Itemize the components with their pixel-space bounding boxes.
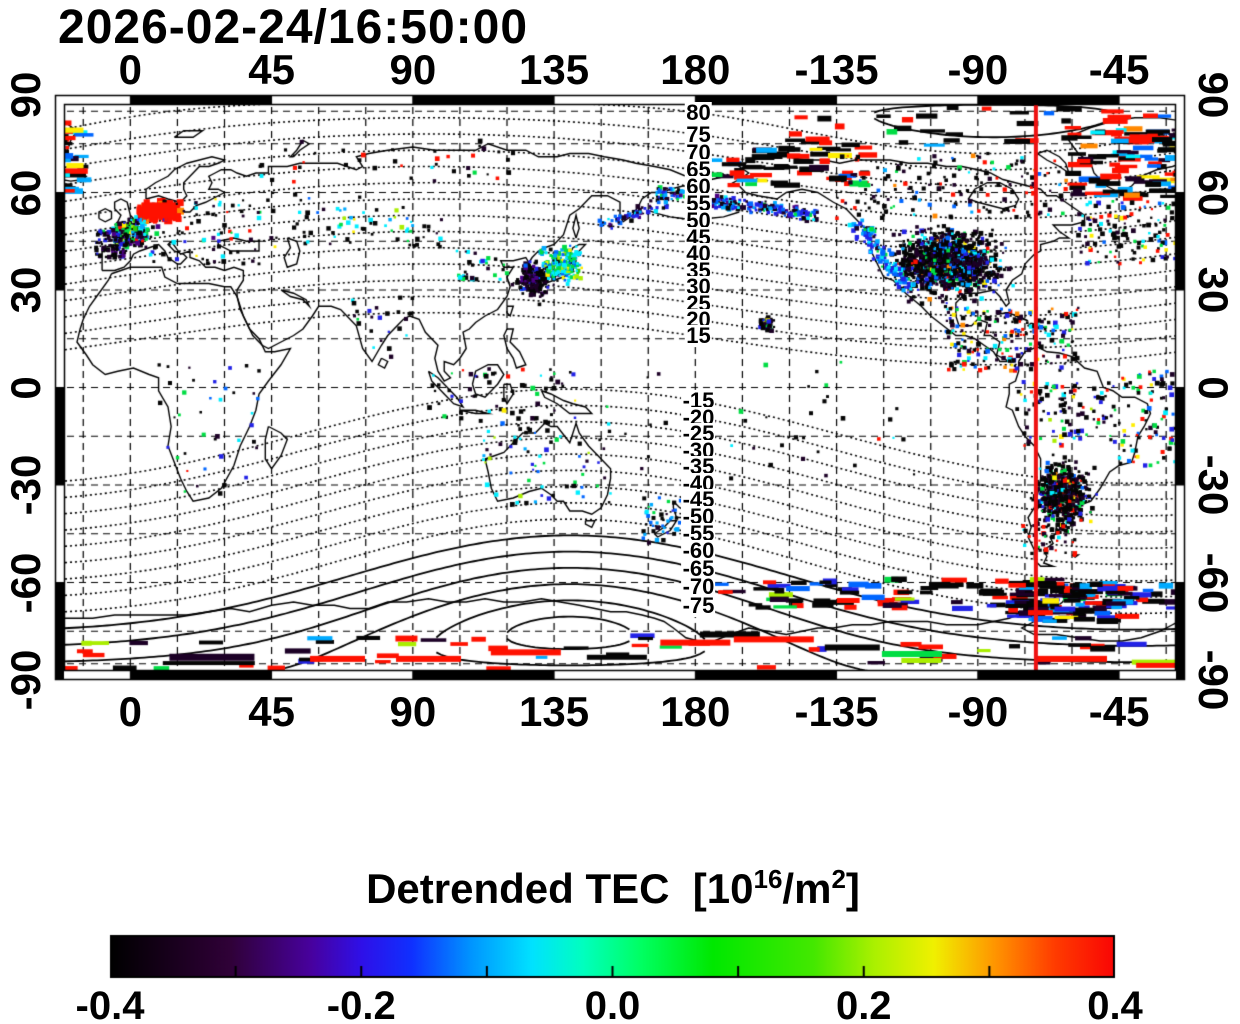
lon-tick-label-bottom: -45	[1088, 688, 1150, 735]
lon-tick-label-top: -45	[1088, 46, 1150, 93]
lon-tick-label-bottom: -90	[947, 688, 1009, 735]
lon-tick-label-bottom: 0	[118, 688, 143, 735]
lon-tick-label-top: -90	[947, 46, 1009, 93]
lon-tick-label-top: 90	[389, 46, 437, 93]
mlat-contour-label: -75	[681, 593, 716, 619]
lon-tick-label-top: 135	[519, 46, 590, 93]
colorbar-title-unit: /m	[782, 865, 832, 912]
colorbar-title: Detrended TEC [1016/m2]	[366, 864, 860, 913]
colorbar-title-exponent: 16	[753, 864, 783, 894]
mlat-contour-label: 55	[685, 191, 712, 217]
lat-tick-label-left: -60	[2, 552, 49, 613]
colorbar-title-bracket: ]	[845, 865, 860, 912]
colorbar-title-exponent2: 2	[831, 864, 846, 894]
mlat-contour-label: 15	[685, 323, 712, 349]
mlat-contour-label: -50	[681, 504, 716, 530]
lat-tick-label-right: -90	[1190, 649, 1237, 711]
lat-tick-label-right: 60	[1190, 169, 1237, 216]
mlat-contour-label: -30	[681, 437, 716, 463]
mlat-contour-label: 70	[685, 139, 712, 165]
lon-tick-label-bottom: 180	[660, 688, 731, 735]
lat-tick-label-left: 0	[2, 375, 49, 400]
lat-tick-label-left: -90	[2, 649, 49, 711]
mlat-contour-label: -45	[681, 487, 716, 513]
mlat-contour-label: -65	[681, 555, 716, 581]
lat-tick-label-left: -30	[2, 454, 49, 516]
mlat-contour-label: 80	[685, 99, 712, 125]
colorbar-tick-label: 0.4	[1087, 984, 1143, 1024]
lat-tick-label-right: -30	[1190, 454, 1237, 516]
colorbar-tick-label: -0.4	[75, 984, 145, 1024]
mlat-contour-label: 50	[685, 207, 712, 233]
lon-tick-label-top: -135	[794, 46, 879, 93]
mlat-contour-label: -40	[681, 470, 716, 496]
mlat-contour-label: -25	[681, 421, 716, 447]
lat-tick-label-left: 90	[2, 71, 49, 119]
lat-tick-label-left: 30	[2, 266, 49, 314]
colorbar-tick-label: -0.2	[326, 984, 396, 1024]
mlat-contour-label: -70	[681, 573, 716, 599]
lon-tick-label-bottom: 135	[519, 688, 590, 735]
lat-tick-label-right: 0	[1190, 375, 1237, 400]
mlat-contour-label: 45	[685, 224, 712, 250]
mlat-contour-label: 75	[685, 121, 712, 147]
lon-tick-label-bottom: -135	[794, 688, 879, 735]
lat-tick-label-right: 90	[1190, 71, 1237, 119]
lat-tick-label-right: -60	[1190, 552, 1237, 613]
mlat-contour-label: 60	[685, 174, 712, 200]
mlat-contour-label: 65	[685, 157, 712, 183]
colorbar-title-text: Detrended TEC [10	[366, 865, 754, 912]
lon-tick-label-bottom: 90	[389, 688, 437, 735]
colorbar-tick-label: 0.0	[584, 984, 641, 1024]
colorbar-tick-label: 0.2	[835, 984, 892, 1024]
timestamp-title: 2026-02-24/16:50:00	[58, 1, 529, 54]
lon-tick-label-top: 0	[118, 46, 143, 93]
mlat-contour-label: -60	[681, 538, 716, 564]
lon-tick-label-top: 180	[660, 46, 731, 93]
mlat-contour-label: -55	[681, 521, 716, 547]
mlat-contour-label: -35	[681, 454, 716, 480]
lon-tick-label-bottom: 45	[248, 688, 295, 735]
lat-tick-label-left: 60	[2, 169, 49, 216]
lat-tick-label-right: 30	[1190, 266, 1237, 314]
mlat-contour-label: -20	[681, 404, 716, 430]
lon-tick-label-top: 45	[248, 46, 295, 93]
